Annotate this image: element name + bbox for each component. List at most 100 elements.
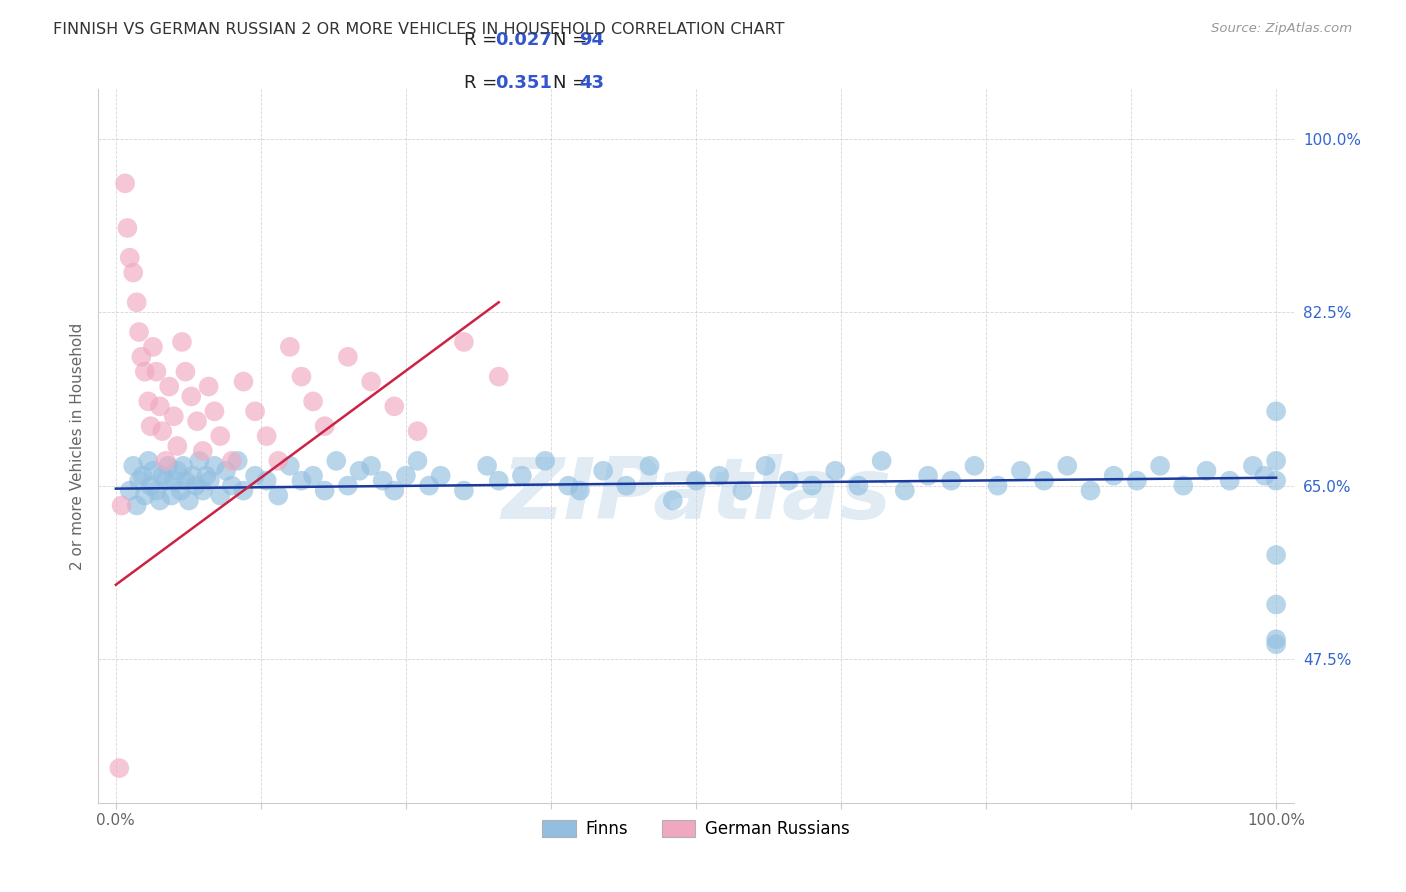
- German Russians: [157, 379, 180, 393]
- Finns: [336, 478, 359, 492]
- Finns: [188, 454, 211, 468]
- German Russians: [170, 334, 193, 349]
- German Russians: [209, 429, 232, 443]
- Finns: [1056, 458, 1078, 473]
- German Russians: [243, 404, 266, 418]
- Text: 94: 94: [579, 31, 605, 49]
- Finns: [157, 458, 180, 473]
- Finns: [568, 483, 591, 498]
- German Russians: [122, 266, 145, 280]
- German Russians: [382, 400, 405, 414]
- Finns: [302, 468, 325, 483]
- Finns: [592, 464, 614, 478]
- German Russians: [191, 444, 214, 458]
- Text: 0.351: 0.351: [495, 74, 551, 92]
- Text: ZIPatlas: ZIPatlas: [501, 454, 891, 538]
- Finns: [917, 468, 939, 483]
- Finns: [382, 483, 405, 498]
- Finns: [163, 474, 186, 488]
- Finns: [172, 458, 194, 473]
- Finns: [243, 468, 266, 483]
- German Russians: [134, 365, 156, 379]
- Finns: [166, 464, 188, 478]
- Finns: [510, 468, 533, 483]
- German Russians: [128, 325, 150, 339]
- Finns: [139, 478, 162, 492]
- German Russians: [197, 379, 219, 393]
- German Russians: [256, 429, 278, 443]
- Finns: [160, 489, 183, 503]
- Finns: [1265, 474, 1288, 488]
- Finns: [894, 483, 917, 498]
- Finns: [755, 458, 778, 473]
- Finns: [429, 468, 451, 483]
- German Russians: [221, 454, 243, 468]
- German Russians: [302, 394, 325, 409]
- Finns: [1149, 458, 1171, 473]
- Finns: [801, 478, 824, 492]
- Text: R =: R =: [464, 74, 498, 92]
- Finns: [1265, 598, 1288, 612]
- Finns: [661, 493, 683, 508]
- Finns: [256, 474, 278, 488]
- Finns: [125, 499, 148, 513]
- Finns: [987, 478, 1010, 492]
- Text: FINNISH VS GERMAN RUSSIAN 2 OR MORE VEHICLES IN HOUSEHOLD CORRELATION CHART: FINNISH VS GERMAN RUSSIAN 2 OR MORE VEHI…: [53, 22, 785, 37]
- Finns: [267, 489, 290, 503]
- Finns: [1265, 637, 1288, 651]
- German Russians: [118, 251, 141, 265]
- Finns: [453, 483, 475, 498]
- Finns: [488, 474, 510, 488]
- Finns: [1265, 454, 1288, 468]
- Text: N =: N =: [553, 74, 586, 92]
- German Russians: [166, 439, 188, 453]
- Finns: [1195, 464, 1218, 478]
- Finns: [325, 454, 347, 468]
- Finns: [184, 478, 207, 492]
- German Russians: [186, 414, 208, 428]
- German Russians: [453, 334, 475, 349]
- German Russians: [111, 499, 134, 513]
- Finns: [145, 483, 167, 498]
- German Russians: [360, 375, 382, 389]
- Finns: [174, 474, 197, 488]
- Text: 0.027: 0.027: [495, 31, 551, 49]
- Finns: [475, 458, 498, 473]
- Finns: [118, 483, 141, 498]
- German Russians: [117, 221, 139, 235]
- Finns: [170, 483, 193, 498]
- Finns: [181, 468, 204, 483]
- German Russians: [232, 375, 254, 389]
- Finns: [177, 493, 200, 508]
- German Russians: [114, 177, 136, 191]
- Finns: [534, 454, 557, 468]
- German Russians: [163, 409, 186, 424]
- Finns: [278, 458, 301, 473]
- Finns: [824, 464, 846, 478]
- Finns: [142, 464, 165, 478]
- Finns: [941, 474, 963, 488]
- Finns: [128, 474, 150, 488]
- German Russians: [149, 400, 172, 414]
- Finns: [150, 468, 173, 483]
- Finns: [1010, 464, 1032, 478]
- Finns: [195, 468, 218, 483]
- Finns: [131, 468, 153, 483]
- Finns: [215, 464, 238, 478]
- Finns: [406, 454, 429, 468]
- German Russians: [204, 404, 226, 418]
- German Russians: [139, 419, 162, 434]
- Legend: Finns, German Russians: Finns, German Russians: [536, 813, 856, 845]
- Finns: [1126, 474, 1149, 488]
- German Russians: [145, 365, 167, 379]
- Finns: [778, 474, 800, 488]
- Finns: [1219, 474, 1241, 488]
- Finns: [1102, 468, 1125, 483]
- German Russians: [108, 761, 131, 775]
- Finns: [209, 489, 232, 503]
- German Russians: [174, 365, 197, 379]
- Finns: [1265, 404, 1288, 418]
- German Russians: [406, 424, 429, 438]
- Finns: [155, 474, 177, 488]
- German Russians: [125, 295, 148, 310]
